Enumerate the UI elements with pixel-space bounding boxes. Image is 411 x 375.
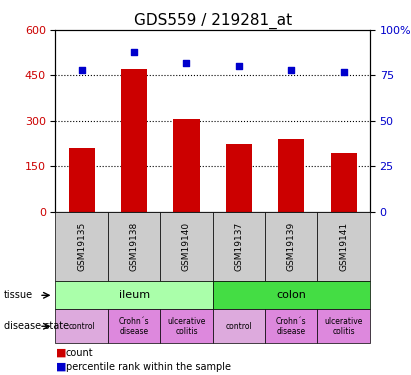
Bar: [121, 69, 147, 212]
Text: GSM19141: GSM19141: [339, 222, 348, 271]
Text: control: control: [68, 322, 95, 331]
Point: [79, 67, 85, 73]
Text: GSM19138: GSM19138: [129, 222, 139, 271]
Point: [340, 69, 347, 75]
Text: Crohn´s
disease: Crohn´s disease: [119, 316, 150, 336]
Title: GDS559 / 219281_at: GDS559 / 219281_at: [134, 12, 292, 28]
Point: [236, 63, 242, 69]
Text: GSM19137: GSM19137: [234, 222, 243, 271]
Point: [183, 60, 190, 66]
Point: [288, 67, 295, 73]
Text: ■: ■: [55, 362, 66, 372]
Text: disease state: disease state: [4, 321, 69, 331]
Text: ■: ■: [55, 348, 66, 358]
Text: ulcerative
colitis: ulcerative colitis: [325, 316, 363, 336]
Point: [131, 49, 137, 55]
Bar: [278, 139, 305, 212]
Bar: [226, 144, 252, 212]
Text: count: count: [66, 348, 93, 358]
Text: percentile rank within the sample: percentile rank within the sample: [66, 362, 231, 372]
Text: GSM19140: GSM19140: [182, 222, 191, 271]
Text: colon: colon: [276, 290, 306, 300]
Text: control: control: [226, 322, 252, 331]
Text: Crohn´s
disease: Crohn´s disease: [276, 316, 307, 336]
Text: ulcerative
colitis: ulcerative colitis: [167, 316, 206, 336]
Bar: [69, 148, 95, 212]
Text: GSM19139: GSM19139: [287, 222, 296, 271]
Text: GSM19135: GSM19135: [77, 222, 86, 271]
Text: ileum: ileum: [118, 290, 150, 300]
Bar: [173, 119, 200, 212]
Text: tissue: tissue: [4, 290, 33, 300]
Bar: [330, 153, 357, 212]
